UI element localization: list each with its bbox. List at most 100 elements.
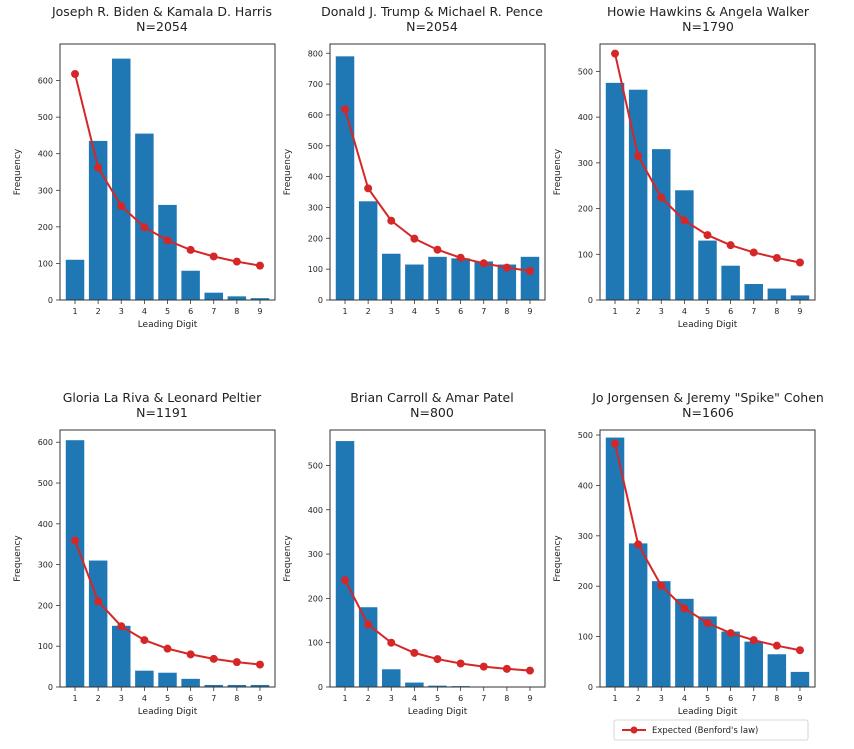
x-tick-label: 6 <box>188 307 193 316</box>
expected-point-3 <box>657 581 666 590</box>
y-tick-label: 100 <box>578 633 593 642</box>
x-tick-label: 9 <box>797 307 802 316</box>
x-tick-label: 2 <box>366 694 371 703</box>
y-tick-label: 100 <box>38 259 53 268</box>
x-tick-label: 5 <box>435 694 440 703</box>
expected-point-8 <box>772 641 781 650</box>
expected-point-9 <box>255 660 264 669</box>
bar-digit-7 <box>744 284 763 300</box>
y-tick-label: 200 <box>308 594 323 603</box>
axes-frame <box>599 429 816 688</box>
chart-title: Brian Carroll & Amar Patel <box>350 390 513 405</box>
y-axis-label: Frequency <box>13 535 23 582</box>
x-tick-label: 1 <box>72 694 77 703</box>
x-axis-label: Leading Digit <box>138 320 198 330</box>
bar-digit-9 <box>790 671 810 687</box>
bar-digit-2 <box>358 201 378 300</box>
chart-panel-1: Joseph R. Biden & Kamala D. HarrisN=2054… <box>13 4 276 330</box>
bar-digit-7 <box>744 641 763 687</box>
y-tick-label: 600 <box>38 438 53 447</box>
x-tick-label: 3 <box>119 694 124 703</box>
chart-title: Howie Hawkins & Angela Walker <box>607 4 810 19</box>
x-tick-label: 2 <box>96 694 101 703</box>
expected-point-8 <box>232 658 241 667</box>
bar-digit-6 <box>721 631 740 687</box>
expected-point-9 <box>525 267 534 276</box>
bar-digit-8 <box>227 684 247 687</box>
y-tick-label: 0 <box>48 296 53 305</box>
expected-point-7 <box>479 662 488 671</box>
expected-point-6 <box>456 253 465 262</box>
x-tick-label: 5 <box>705 694 710 703</box>
x-tick-label: 9 <box>527 307 532 316</box>
expected-point-1 <box>611 49 620 58</box>
bar-digit-9 <box>520 256 540 300</box>
y-tick-label: 100 <box>578 250 593 259</box>
chart-subtitle: N=2054 <box>136 19 188 34</box>
bar-digit-4 <box>675 190 694 300</box>
bar-digit-2 <box>88 560 108 687</box>
y-tick-label: 100 <box>38 642 53 651</box>
bar-digit-1 <box>605 437 625 687</box>
x-tick-label: 6 <box>458 307 463 316</box>
expected-point-5 <box>703 231 712 240</box>
y-tick-label: 300 <box>308 550 323 559</box>
bar-digit-3 <box>112 58 131 300</box>
y-tick-label: 500 <box>38 113 53 122</box>
y-tick-label: 400 <box>38 150 53 159</box>
expected-point-5 <box>163 236 172 245</box>
y-tick-label: 300 <box>308 203 323 212</box>
x-tick-label: 9 <box>527 694 532 703</box>
x-tick-label: 1 <box>72 307 77 316</box>
expected-point-9 <box>525 666 534 675</box>
expected-point-6 <box>186 245 195 254</box>
expected-point-9 <box>255 261 264 270</box>
x-tick-label: 1 <box>342 307 347 316</box>
chart-panel-2: Donald J. Trump & Michael R. PenceN=2054… <box>283 4 546 316</box>
expected-point-5 <box>163 644 172 653</box>
x-tick-label: 2 <box>636 307 641 316</box>
legend-marker-swatch <box>630 726 638 734</box>
y-tick-label: 100 <box>308 639 323 648</box>
x-axis-label: Leading Digit <box>138 707 198 717</box>
bar-digit-8 <box>767 654 787 687</box>
bar-digit-3 <box>112 625 131 687</box>
x-axis-label: Leading Digit <box>678 707 738 717</box>
x-tick-label: 7 <box>211 694 216 703</box>
x-tick-label: 2 <box>96 307 101 316</box>
y-tick-label: 300 <box>578 532 593 541</box>
x-tick-label: 7 <box>751 307 756 316</box>
bar-digit-7 <box>204 292 223 300</box>
chart-title: Joseph R. Biden & Kamala D. Harris <box>51 4 272 19</box>
y-tick-label: 400 <box>578 113 593 122</box>
x-tick-label: 9 <box>257 307 262 316</box>
y-axis-label: Frequency <box>283 535 293 582</box>
y-tick-label: 200 <box>578 205 593 214</box>
expected-point-4 <box>140 636 149 645</box>
chart-subtitle: N=2054 <box>406 19 458 34</box>
x-axis-label: Leading Digit <box>678 320 738 330</box>
expected-point-2 <box>364 620 373 629</box>
expected-point-7 <box>749 636 758 645</box>
expected-point-1 <box>71 69 80 78</box>
panels: Joseph R. Biden & Kamala D. HarrisN=2054… <box>13 4 824 717</box>
x-tick-label: 9 <box>797 694 802 703</box>
x-tick-label: 4 <box>682 694 687 703</box>
y-tick-label: 0 <box>588 683 593 692</box>
bar-digit-8 <box>227 296 247 300</box>
bar-digit-6 <box>181 270 200 300</box>
expected-point-1 <box>611 439 620 448</box>
x-tick-label: 3 <box>119 307 124 316</box>
x-tick-label: 6 <box>728 307 733 316</box>
bar-digit-1 <box>335 441 355 687</box>
bar-digit-5 <box>428 256 447 300</box>
bar-digit-5 <box>428 685 447 687</box>
expected-point-5 <box>433 655 442 664</box>
x-tick-label: 8 <box>504 694 509 703</box>
x-tick-label: 4 <box>682 307 687 316</box>
expected-point-7 <box>209 252 218 261</box>
bar-digit-3 <box>652 149 671 300</box>
chart-subtitle: N=1606 <box>682 405 734 420</box>
